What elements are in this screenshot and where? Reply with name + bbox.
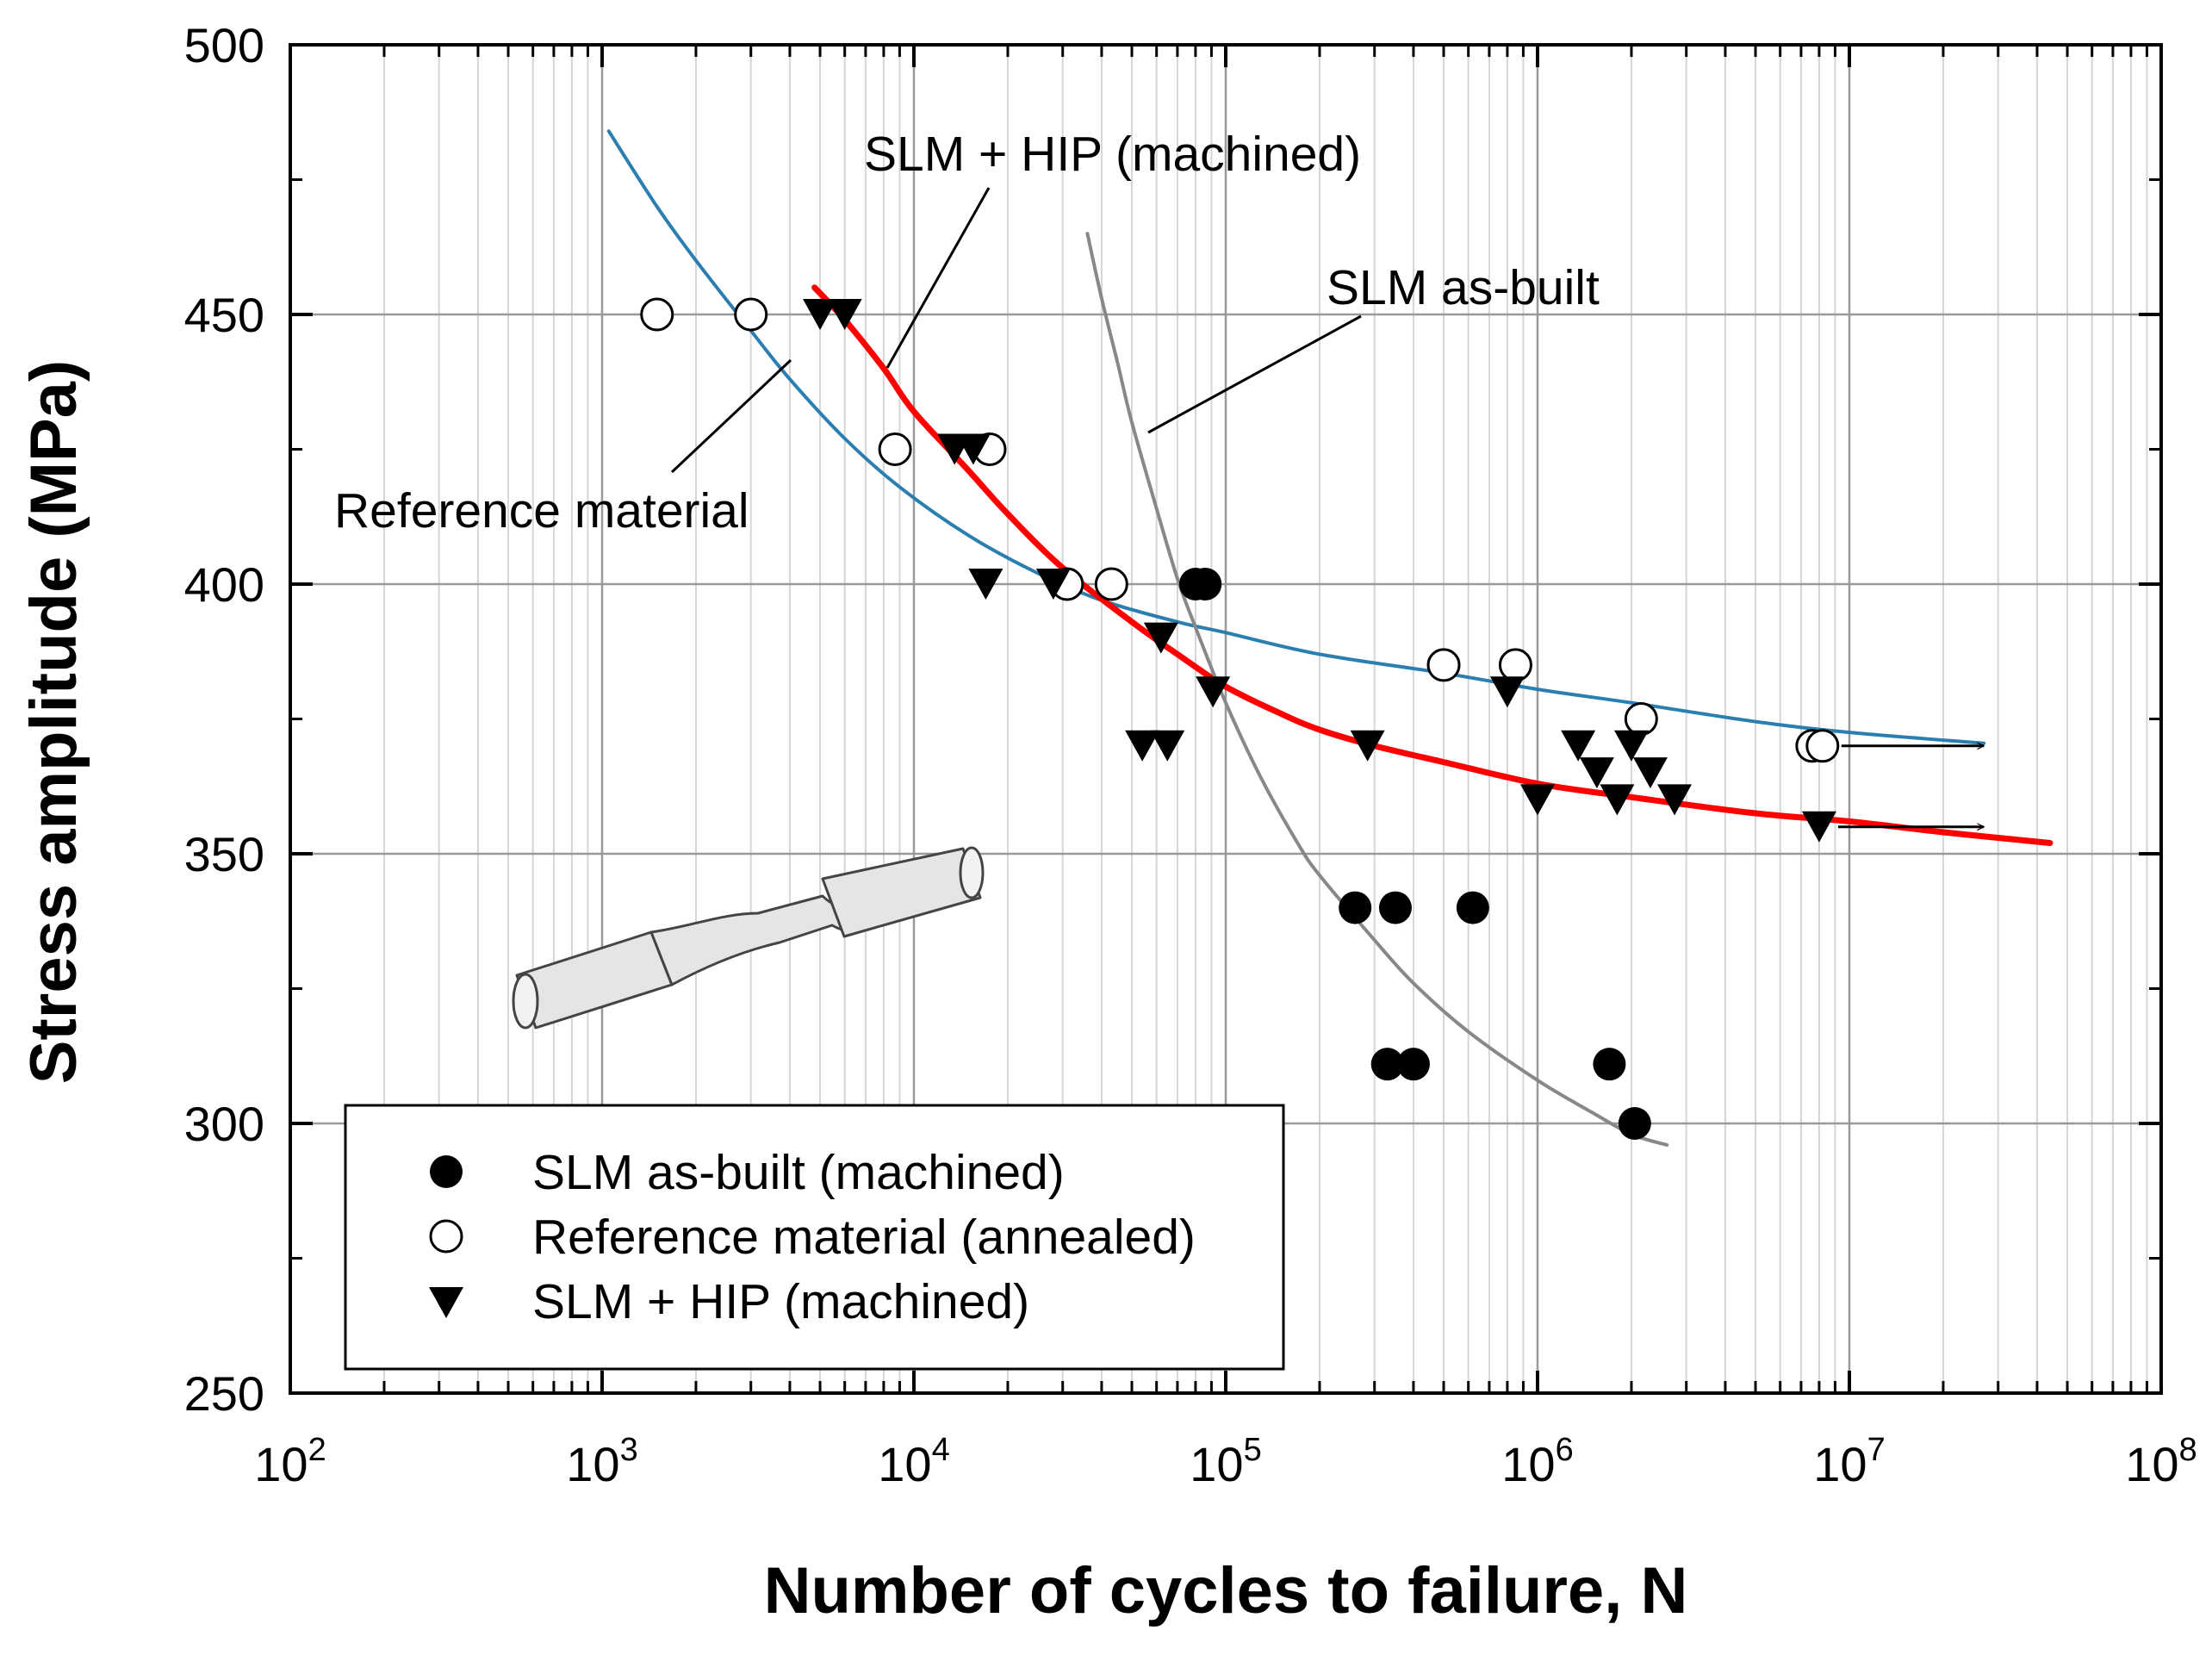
y-tick-label: 300 — [184, 1097, 264, 1151]
legend: SLM as-built (machined) Reference materi… — [344, 1104, 1285, 1371]
data-point-slm-hip — [1035, 569, 1071, 600]
fit-curve-slm-hip-machined- — [811, 284, 2054, 846]
leader-line-slm-hip — [885, 187, 991, 369]
x-axis-title: Number of cycles to failure, N — [764, 1554, 1688, 1627]
fit-curve-reference-material — [606, 129, 1986, 745]
data-point-slm-hip — [1125, 730, 1160, 762]
data-point-reference — [1805, 729, 1840, 763]
data-point-slm-hip — [968, 569, 1003, 600]
legend-label: SLM + HIP (machined) — [532, 1274, 1029, 1329]
data-point-slm-as-built — [1378, 891, 1412, 924]
y-tick-label: 500 — [184, 18, 264, 72]
data-point-slm-hip — [1489, 676, 1525, 708]
data-point-slm-hip — [1350, 730, 1385, 762]
x-tick-label: 108 — [2125, 1432, 2196, 1491]
annotation-leaders — [670, 187, 1362, 474]
data-point-reference — [1498, 648, 1532, 682]
data-point-slm-as-built — [1618, 1107, 1651, 1140]
legend-label: SLM as-built (machined) — [532, 1145, 1065, 1200]
data-point-slm-hip — [803, 299, 838, 330]
data-point-slm-hip — [1143, 622, 1178, 654]
data-point-reference — [1624, 702, 1658, 736]
data-point-slm-as-built — [1396, 1048, 1430, 1081]
data-point-slm-as-built — [1189, 568, 1222, 600]
data-point-reference — [1426, 648, 1461, 682]
data-point-slm-hip — [1613, 730, 1649, 762]
annotation-reference-material: Reference material — [334, 483, 749, 538]
annotation-slm-as-built: SLM as-built — [1327, 260, 1600, 315]
legend-box — [344, 1104, 1285, 1371]
x-tick-label: 106 — [1501, 1432, 1573, 1491]
data-point-reference — [734, 297, 768, 332]
specimen-icon — [512, 846, 985, 1030]
data-point-slm-hip — [1657, 784, 1693, 816]
annotation-slm-hip: SLM + HIP (machined) — [864, 127, 1361, 182]
data-point-reference — [878, 432, 912, 466]
data-point-slm-hip — [1150, 730, 1185, 762]
data-point-reference — [1094, 567, 1128, 601]
data-point-slm-hip — [1632, 757, 1668, 789]
data-point-slm-as-built — [1339, 891, 1372, 924]
y-tick-label: 350 — [184, 827, 264, 881]
x-tick-label: 104 — [878, 1432, 949, 1491]
x-tick-label: 103 — [566, 1432, 637, 1491]
x-tick-label: 102 — [254, 1432, 326, 1491]
legend-marker-reference — [429, 1219, 463, 1254]
plot-frame — [289, 43, 2163, 1395]
data-point-reference — [640, 297, 674, 332]
data-point-slm-hip — [1579, 757, 1614, 789]
data-points — [640, 297, 1840, 1140]
fit-curve-slm-as-built — [1085, 232, 1669, 1147]
data-point-slm-as-built — [1593, 1048, 1626, 1081]
data-point-slm-hip — [827, 299, 862, 330]
data-point-slm-as-built — [1456, 891, 1489, 924]
leader-line-reference — [670, 358, 792, 474]
data-point-slm-hip — [1520, 784, 1555, 816]
y-tick-label: 400 — [184, 557, 264, 612]
data-point-slm-hip — [1600, 784, 1635, 816]
legend-marker-slm-hip — [429, 1287, 463, 1318]
x-tick-labels: 102 103 104 105 106 107 108 — [254, 1432, 2196, 1491]
data-point-slm-hip — [955, 433, 991, 465]
y-tick-labels: 250 300 350 400 450 500 — [184, 18, 264, 1421]
legend-marker-slm-as-built — [430, 1155, 463, 1188]
y-tick-label: 250 — [184, 1366, 264, 1421]
leader-line-slm-as-built — [1147, 314, 1362, 434]
y-axis-title: Stress amplitude (MPa) — [17, 360, 90, 1084]
data-point-slm-as-built — [1370, 1048, 1404, 1081]
data-point-slm-hip — [1196, 676, 1231, 708]
legend-label: Reference material (annealed) — [532, 1210, 1196, 1265]
y-tick-label: 450 — [184, 288, 264, 342]
x-tick-label: 107 — [1813, 1432, 1885, 1491]
x-tick-label: 105 — [1190, 1432, 1261, 1491]
data-point-slm-hip — [1561, 730, 1596, 762]
runout-arrows — [1837, 746, 1984, 827]
data-point-slm-hip — [1801, 811, 1836, 843]
